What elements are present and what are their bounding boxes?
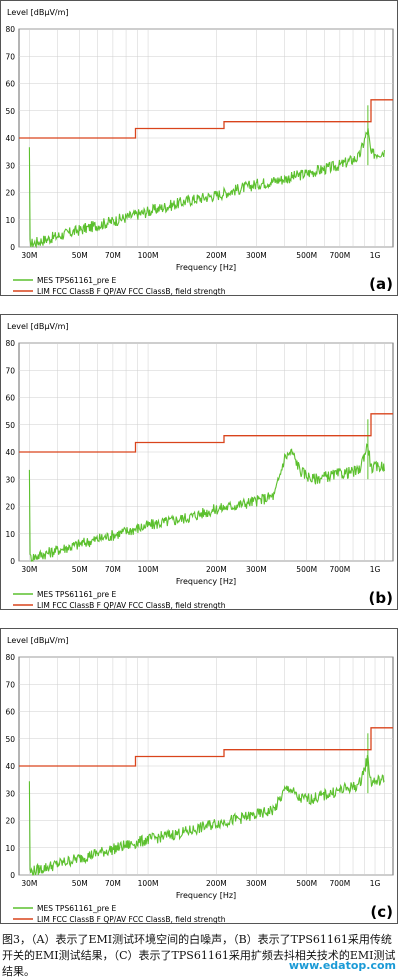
x-tick-label: 300M [246,879,267,888]
chart-panel-b: Level [dBµV/m] 0 10 20 30 40 50 60 70 80 30M 50M 70M… [0,314,398,610]
legend-label-measurement: MES TPS61161_pre E [37,590,117,599]
chart-svg-c: Level [dBµV/m] 0 10 20 30 40 50 60 70 80 30M 50M 70M… [5,636,394,923]
figure-caption: 图3，（A）表示了EMI测试环境空间的白噪声，（B）表示了TPS61161采用传… [2,933,396,978]
x-tick-label: 70M [105,565,121,574]
y-tick-label: 10 [5,530,15,539]
x-tick-label: 100M [138,565,159,574]
y-tick-label: 30 [5,161,15,170]
y-tick-label: 50 [5,107,15,116]
legend-label-limit: LIM FCC ClassB F QP/AV FCC ClassB, field… [37,601,226,609]
y-tick-label: 70 [5,366,15,375]
x-axis-label: Frequency [Hz] [176,263,236,272]
y-tick-label: 60 [5,708,15,717]
panel-label-a: (a) [369,275,393,293]
legend-label-measurement: MES TPS61161_pre E [37,904,117,913]
x-tick-label: 200M [206,565,227,574]
x-tick-label: 30M [21,565,37,574]
chart-panel-c: Level [dBµV/m] 0 10 20 30 40 50 60 70 80 30M 50M 70M… [0,628,398,924]
x-tick-label: 700M [329,879,350,888]
x-tick-label: 50M [72,251,88,260]
y-tick-label: 20 [5,817,15,826]
x-tick-label: 700M [329,251,350,260]
chart-svg-b: Level [dBµV/m] 0 10 20 30 40 50 60 70 80 30M 50M 70M… [5,322,394,609]
x-tick-label: 500M [296,251,317,260]
x-tick-label: 50M [72,879,88,888]
y-tick-label: 80 [5,25,15,34]
panel-label-c: (c) [370,903,393,921]
x-tick-label: 500M [296,565,317,574]
y-tick-label: 30 [5,475,15,484]
x-tick-label: 70M [105,879,121,888]
x-axis-label: Frequency [Hz] [176,891,236,900]
x-axis-label: Frequency [Hz] [176,577,236,586]
x-tick-label: 100M [138,251,159,260]
x-tick-label: 300M [246,565,267,574]
y-tick-label: 50 [5,735,15,744]
legend-label-limit: LIM FCC ClassB F QP/AV FCC ClassB, field… [37,915,226,923]
y-tick-label: 80 [5,653,15,662]
limit-series-line [19,413,393,453]
x-tick-label: 200M [206,251,227,260]
x-tick-label: 1G [370,251,381,260]
x-tick-label: 200M [206,879,227,888]
y-tick-label: 20 [5,189,15,198]
measurement-series-line [28,128,385,249]
legend-label-limit: LIM FCC ClassB F QP/AV FCC ClassB, field… [37,287,226,295]
y-tick-label: 10 [5,216,15,225]
x-tick-label: 1G [370,565,381,574]
y-tick-label: 50 [5,421,15,430]
y-tick-label: 20 [5,503,15,512]
legend-label-measurement: MES TPS61161_pre E [37,276,117,285]
x-tick-label: 500M [296,879,317,888]
y-tick-label: 0 [10,557,15,566]
x-tick-label: 300M [246,251,267,260]
x-tick-label: 1G [370,879,381,888]
y-tick-label: 0 [10,243,15,252]
chart-svg-a: Level [dBµV/m] 0 10 20 30 40 50 60 70 80 30M 50M 70M… [5,8,394,295]
x-tick-label: 70M [105,251,121,260]
y-tick-label: 70 [5,680,15,689]
x-tick-label: 30M [21,879,37,888]
x-tick-label: 700M [329,565,350,574]
y-tick-label: 0 [10,871,15,880]
chart-panel-a: Level [dBµV/m] 0 10 20 30 40 50 60 70 80 30M 50M 70M… [0,0,398,296]
y-tick-label: 40 [5,762,15,771]
y-tick-label: 10 [5,844,15,853]
measurement-series-line [28,443,385,562]
y-axis-label: Level [dBµV/m] [7,636,69,645]
x-tick-label: 30M [21,251,37,260]
x-tick-label: 100M [138,879,159,888]
y-tick-label: 70 [5,52,15,61]
measurement-series-line [28,754,385,876]
limit-series-line [19,99,393,139]
y-axis-label: Level [dBµV/m] [7,322,69,331]
y-tick-label: 60 [5,394,15,403]
y-axis-label: Level [dBµV/m] [7,8,69,17]
watermark: www.edatop.com [288,959,396,972]
y-tick-label: 30 [5,789,15,798]
x-tick-label: 50M [72,565,88,574]
y-tick-label: 80 [5,339,15,348]
y-tick-label: 40 [5,134,15,143]
panel-label-b: (b) [368,589,393,607]
y-tick-label: 40 [5,448,15,457]
y-tick-label: 60 [5,80,15,89]
limit-series-line [19,727,393,767]
